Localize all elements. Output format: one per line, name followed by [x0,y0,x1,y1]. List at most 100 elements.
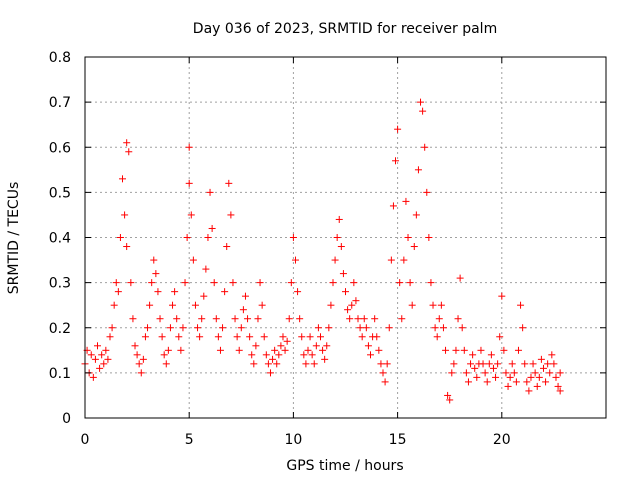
data-point [87,351,95,359]
data-point [250,360,258,368]
data-point [439,324,447,332]
x-tick-label: 0 [81,432,90,448]
data-point [512,378,520,386]
data-point [283,337,291,345]
data-point [314,324,322,332]
data-point [448,369,456,377]
data-point [517,301,525,309]
data-point [112,279,120,287]
y-tick-label: 0.1 [49,366,71,382]
data-point [456,274,464,282]
data-point [185,179,193,187]
data-point [158,333,166,341]
data-point [316,333,324,341]
data-point [506,373,514,381]
y-tick-label: 0.6 [49,140,71,156]
data-point [433,333,441,341]
data-point [104,355,112,363]
data-point [273,360,281,368]
data-point [269,355,277,363]
data-point [204,234,212,241]
data-point [408,301,416,309]
data-point [321,355,329,363]
data-point [312,342,320,350]
data-point [237,324,245,332]
data-point [460,346,468,354]
y-tick-label: 0.3 [49,276,71,292]
data-point [367,351,375,359]
data-point [379,369,387,377]
data-point [285,315,293,323]
data-point [414,166,422,174]
data-point [362,324,370,332]
data-point [550,360,558,368]
data-point [169,301,177,309]
data-point [179,324,187,332]
data-point [442,346,450,354]
data-point [556,387,564,395]
data-point [233,333,241,341]
x-tick-label: 20 [493,432,511,448]
data-point [364,342,372,350]
data-point [275,351,283,359]
data-point [302,360,310,368]
data-point [264,360,272,368]
y-tick-labels: 0 0.1 0.2 0.3 0.4 0.5 0.6 0.7 0.8 [49,50,71,427]
data-point [125,148,133,156]
data-point [239,306,247,314]
data-point [127,279,135,287]
data-point [327,301,335,309]
data-point [164,346,172,354]
data-point [252,342,260,350]
data-point [494,360,502,368]
data-point [137,369,145,377]
data-point [469,351,477,359]
data-point [483,378,491,386]
data-point [389,202,397,210]
data-point [279,333,287,341]
y-tick-label: 0.8 [49,50,71,66]
data-point [352,297,360,305]
data-point [325,324,333,332]
data-point [227,211,235,219]
data-point [148,279,156,287]
data-point [392,157,400,165]
data-point [500,346,508,354]
data-point [102,346,110,354]
data-point [223,243,231,251]
data-point [304,346,312,354]
chart-title: Day 036 of 2023, SRMTID for receiver pal… [193,21,497,37]
y-tick-label: 0.2 [49,321,71,337]
data-point [225,179,233,187]
data-point [350,279,358,287]
data-point [546,369,554,377]
data-point [175,333,183,341]
data-point [429,301,437,309]
data-point [281,346,289,354]
data-point [400,256,408,264]
data-point [450,360,458,368]
data-point [129,315,137,323]
data-point [417,98,425,106]
data-point [421,143,429,151]
data-point [144,324,152,332]
data-point [437,301,445,309]
data-point [131,342,139,350]
data-point [435,315,443,323]
data-point [454,315,462,323]
data-point [502,369,510,377]
data-point [396,279,404,287]
data-point [248,351,256,359]
data-point [402,197,410,205]
grid-lines [85,57,606,418]
data-point [181,279,189,287]
data-point [394,125,402,133]
data-point [487,351,495,359]
data-point [377,360,385,368]
data-point [371,315,379,323]
data-point [189,256,197,264]
y-tick-label: 0.4 [49,231,71,247]
data-point [298,333,306,341]
